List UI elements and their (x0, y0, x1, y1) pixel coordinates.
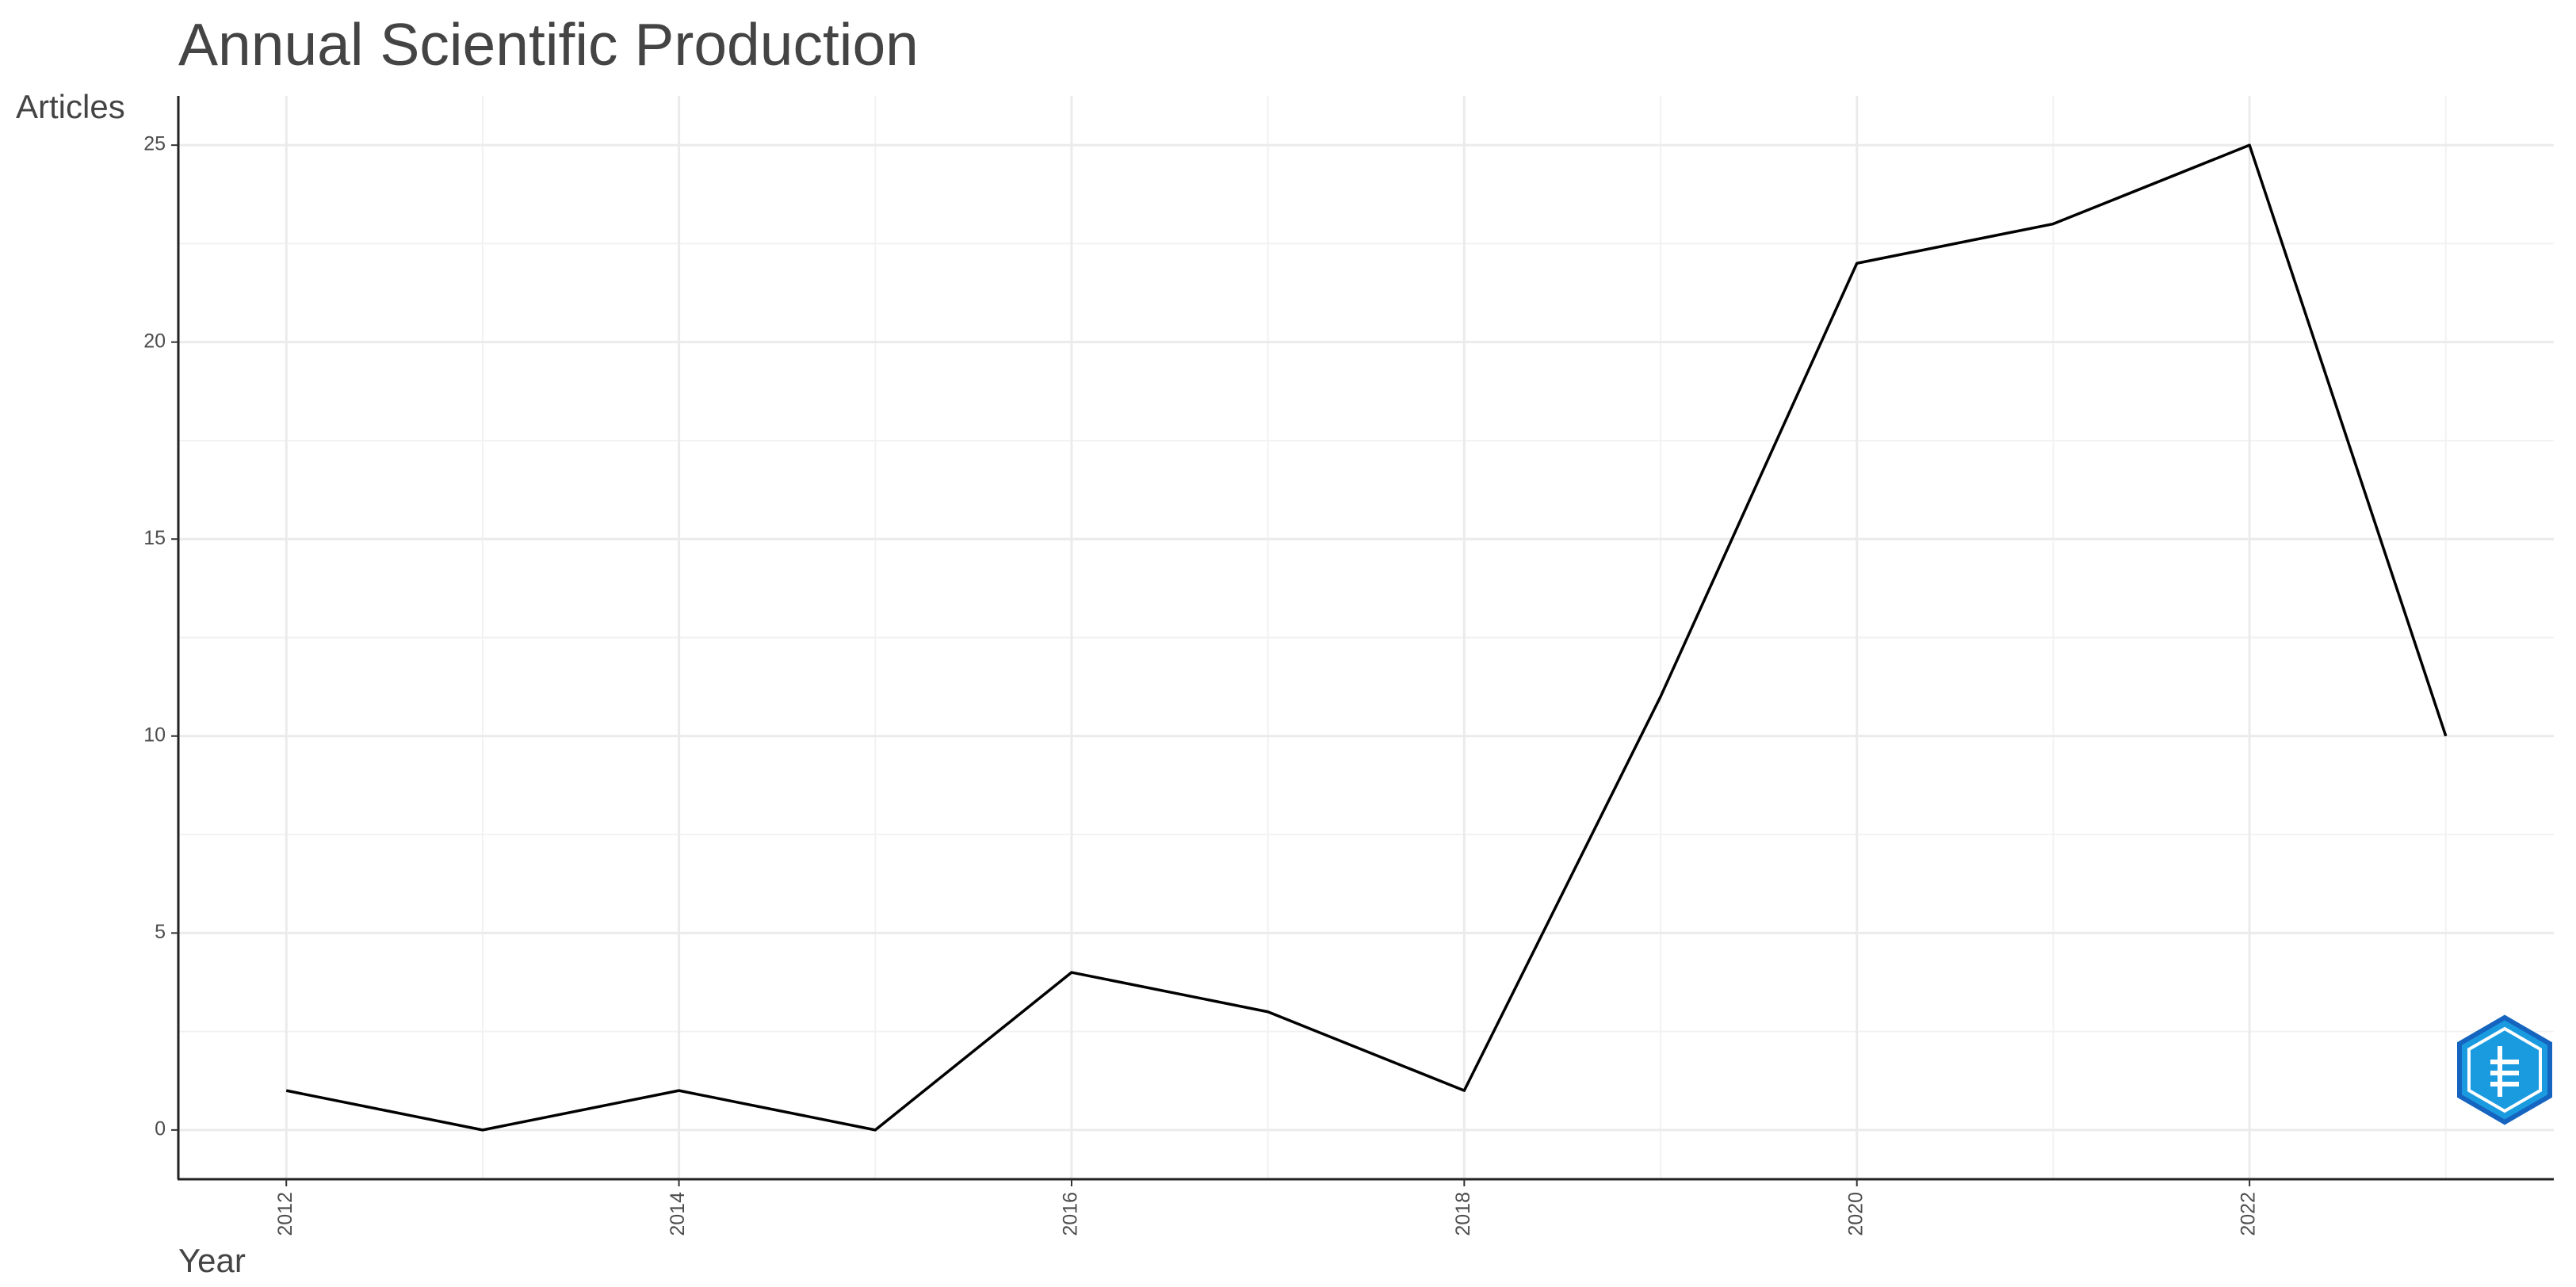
y-tick-label: 20 (143, 330, 166, 352)
y-tick-label: 0 (155, 1117, 166, 1140)
x-tick-label: 2022 (2238, 1192, 2260, 1236)
x-tick-label: 2016 (1060, 1192, 1082, 1236)
y-tick-label: 15 (143, 527, 166, 549)
y-axis-label: Articles (16, 88, 125, 125)
y-tick-label: 25 (143, 133, 166, 155)
grid (178, 96, 2554, 1179)
x-tick-label: 2020 (1844, 1192, 1867, 1236)
y-tick-label: 10 (143, 724, 166, 746)
x-tick-label: 2018 (1452, 1192, 1474, 1236)
logo (2457, 1014, 2552, 1125)
x-tick-label: 2012 (274, 1192, 296, 1236)
data-line (285, 143, 2448, 1132)
logo-inner (2467, 1026, 2542, 1113)
x-axis-label: Year (178, 1242, 246, 1279)
x-tick-label: 2014 (667, 1192, 689, 1236)
y-tick-label: 5 (155, 921, 166, 943)
chart-title: Annual Scientific Production (178, 11, 919, 78)
plot-area (285, 143, 2448, 1132)
logo-icon (2490, 1046, 2519, 1097)
logo-hexagon (2457, 1014, 2552, 1125)
